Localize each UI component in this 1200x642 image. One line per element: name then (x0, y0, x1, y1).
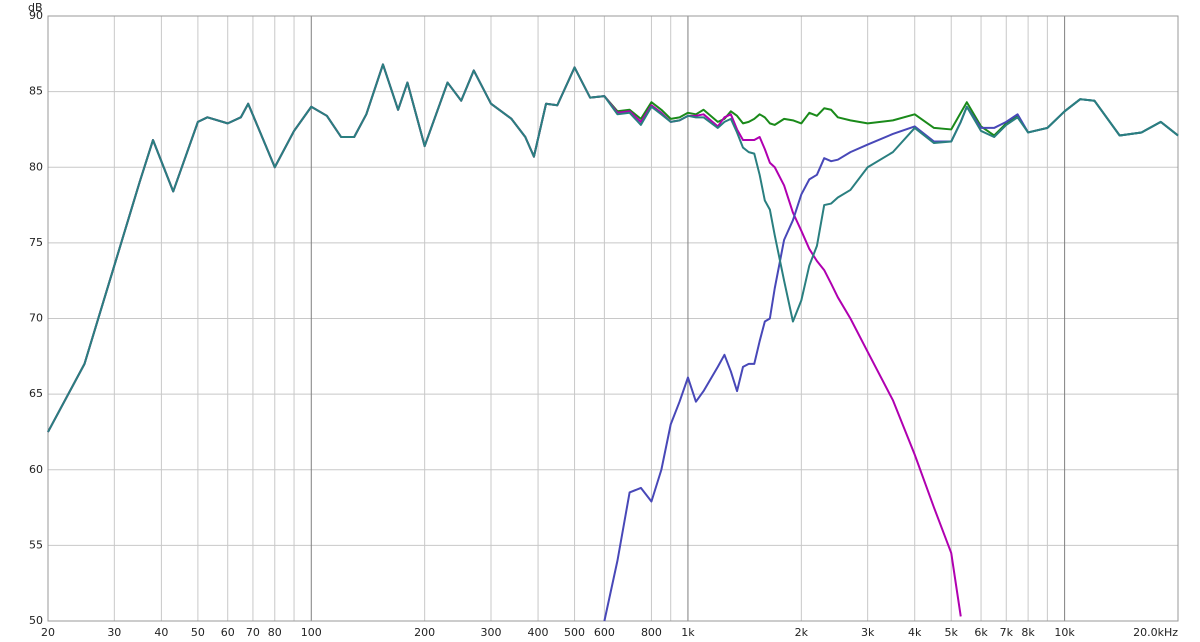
x-tick-label: 2k (795, 626, 809, 639)
y-tick-label: 60 (29, 463, 43, 476)
x-tick-label: 600 (594, 626, 615, 639)
y-tick-label: 65 (29, 387, 43, 400)
x-tick-label: 10k (1054, 626, 1075, 639)
y-tick-label: 55 (29, 538, 43, 551)
x-tick-label: 800 (641, 626, 662, 639)
x-tick-label: 40 (154, 626, 168, 639)
y-tick-label: 70 (29, 312, 43, 325)
x-tick-label: 70 (246, 626, 260, 639)
x-tick-label: 50 (191, 626, 205, 639)
x-tick-label: 60 (221, 626, 235, 639)
x-tick-label: 3k (861, 626, 875, 639)
y-tick-label: 85 (29, 85, 43, 98)
x-tick-label: 20 (41, 626, 55, 639)
x-tick-label: 1k (681, 626, 695, 639)
x-tick-label: 8k (1021, 626, 1035, 639)
y-tick-label: 90 (29, 9, 43, 22)
x-tick-label: 200 (414, 626, 435, 639)
x-tick-label: 6k (974, 626, 988, 639)
y-tick-label: 50 (29, 614, 43, 627)
x-tick-label: 100 (301, 626, 322, 639)
plot-frame (47, 15, 1179, 622)
x-tick-label: 500 (564, 626, 585, 639)
x-tick-label: 20.0kHz (1133, 626, 1178, 639)
x-tick-label: 80 (268, 626, 282, 639)
y-tick-label: 80 (29, 160, 43, 173)
y-tick-label: 75 (29, 236, 43, 249)
x-tick-label: 7k (1000, 626, 1014, 639)
x-tick-label: 4k (908, 626, 922, 639)
y-axis-unit: dB (28, 1, 43, 14)
x-tick-label: 5k (945, 626, 959, 639)
series-line (47, 63, 1179, 433)
x-tick-label: 400 (528, 626, 549, 639)
x-tick-label: 30 (107, 626, 121, 639)
x-tick-label: 300 (480, 626, 501, 639)
